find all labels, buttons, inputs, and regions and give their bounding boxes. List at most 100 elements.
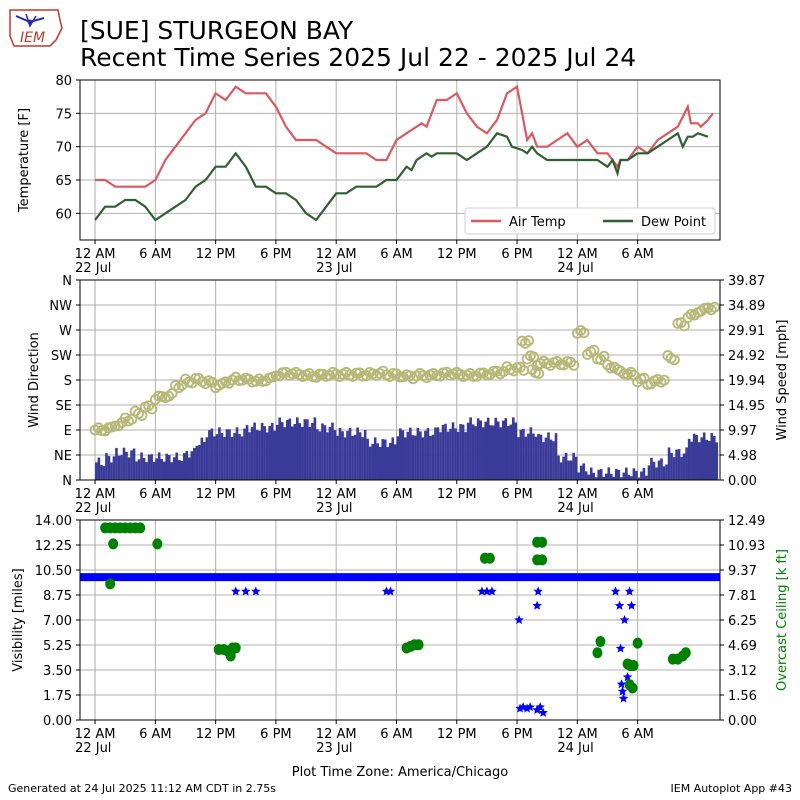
chart-subtitle: Recent Time Series 2025 Jul 22 - 2025 Ju… — [80, 43, 637, 72]
ceiling-point — [108, 538, 119, 550]
wind-speed-bar — [157, 452, 161, 480]
wind-speed-bar — [414, 435, 417, 480]
wind-speed-bar — [549, 439, 553, 480]
wind-speed-bar — [454, 428, 457, 480]
wind-speed-bar — [564, 452, 568, 480]
temp-ylabel: Temperature [F] — [17, 108, 32, 213]
ceiling-point — [592, 647, 603, 659]
wind-speed-bar — [117, 455, 121, 480]
wind-speed-bar — [476, 418, 480, 480]
wind-speed-bar — [700, 437, 704, 480]
wind-speed-bar — [326, 432, 329, 480]
wind-speed-tick-label: 14.95 — [728, 399, 765, 414]
wind-speed-bar — [620, 477, 623, 480]
wind-direction-point — [658, 374, 670, 386]
wind-dir-tick-label: W — [59, 324, 72, 339]
wind-speed-bar — [353, 434, 357, 480]
visibility-point — [385, 586, 396, 596]
wind-speed-bar — [393, 444, 397, 480]
wind-speed-bar — [253, 422, 256, 480]
wind-speed-bar — [519, 429, 523, 480]
wind-speed-bar — [527, 433, 530, 480]
wind-speed-bar — [155, 458, 158, 480]
wind-speed-bar — [642, 467, 646, 480]
wind-speed-bar — [406, 431, 410, 480]
vis-tick-label: 12.25 — [35, 539, 72, 554]
wind-speed-bar — [670, 452, 673, 480]
wind-speed-bar — [97, 457, 101, 480]
wind-speed-bar — [539, 434, 543, 480]
wind-direction-point — [441, 366, 453, 378]
wind-speed-bar — [469, 417, 472, 480]
wind-speed-bar — [245, 425, 249, 480]
wind-speed-bar — [185, 451, 189, 480]
wind-speed-bar — [534, 436, 538, 480]
wind-speed-bar — [351, 435, 354, 480]
wind-speed-bar — [660, 458, 663, 480]
wind-speed-bar — [584, 471, 588, 480]
wind-dir-tick-label: E — [64, 424, 72, 439]
wind-speed-bar — [426, 428, 430, 480]
wind-speed-bar — [461, 424, 465, 480]
wind-speed-bar — [263, 426, 266, 480]
wind-speed-tick-label: 29.91 — [728, 324, 765, 339]
wind-speed-bar — [248, 432, 251, 480]
wind-direction-point — [280, 366, 292, 378]
wind-direction-point — [464, 368, 476, 379]
wind-speed-bar — [348, 428, 352, 480]
wind-speed-bar — [112, 456, 116, 480]
wind-speed-bar — [481, 427, 485, 480]
wind-speed-bar — [283, 427, 287, 480]
wind-speed-bar — [567, 460, 570, 480]
wind-speed-bar — [682, 453, 686, 480]
wind-dir-tick-label: N — [62, 474, 72, 489]
wind-speed-bar — [218, 427, 221, 480]
wind-speed-bar — [517, 437, 520, 480]
wind-speed-bar — [552, 441, 555, 480]
wind-speed-bar — [273, 430, 277, 480]
wind-speed-bar — [147, 454, 151, 480]
wind-speed-bar — [592, 472, 596, 480]
temp-xtick-label: 12 PM — [196, 247, 236, 262]
wind-speed-bar — [507, 426, 510, 480]
visibility-point — [522, 703, 532, 713]
vis-xtick-date: 22 Jul — [75, 741, 111, 756]
wind-plot-frame — [79, 279, 721, 481]
wind-speed-bar — [559, 462, 563, 480]
wind-speed-bar — [303, 419, 307, 480]
ceiling-tick-label: 1.56 — [728, 689, 757, 704]
temp-xtick-label: 6 AM — [380, 247, 413, 262]
vis-tick-label: 7.00 — [43, 614, 72, 629]
visibility-baseline-band — [80, 573, 720, 582]
wind-speed-bar — [547, 432, 550, 480]
wind-direction-point — [223, 377, 235, 389]
wind-speed-ylabel: Wind Speed [mph] — [775, 320, 790, 441]
temp-xtick-date: 24 Jul — [557, 261, 593, 276]
ceiling-tick-label: 6.25 — [728, 614, 757, 629]
visibility-point — [241, 586, 251, 596]
wind-speed-bar — [444, 423, 447, 480]
wind-speed-bar — [532, 433, 535, 480]
vis-xtick-label: 12 AM — [316, 727, 357, 742]
visibility-point — [622, 672, 633, 682]
wind-speed-bar — [396, 436, 400, 480]
wind-speed-bar — [313, 417, 317, 480]
wind-dir-tick-label: N — [62, 274, 72, 289]
wind-direction-point — [360, 370, 372, 381]
wind-speed-bar — [434, 427, 437, 480]
wind-speed-bar — [496, 421, 500, 480]
wind-direction-point — [565, 356, 576, 368]
wind-speed-bar — [170, 462, 174, 480]
wind-direction-point — [113, 420, 124, 432]
wind-speed-bar — [625, 467, 628, 480]
ceiling-tick-label: 9.37 — [728, 564, 757, 579]
wind-speed-bar — [265, 432, 269, 480]
wind-direction-point — [324, 369, 335, 381]
ceiling-point — [537, 536, 548, 548]
wind-speed-bar — [622, 472, 626, 480]
wind-speed-tick-label: 0.00 — [728, 474, 757, 489]
wind-xtick-label: 6 PM — [501, 487, 532, 502]
wind-speed-bar — [341, 431, 344, 480]
visibility-point — [231, 586, 241, 596]
wind-direction-point — [488, 365, 499, 377]
